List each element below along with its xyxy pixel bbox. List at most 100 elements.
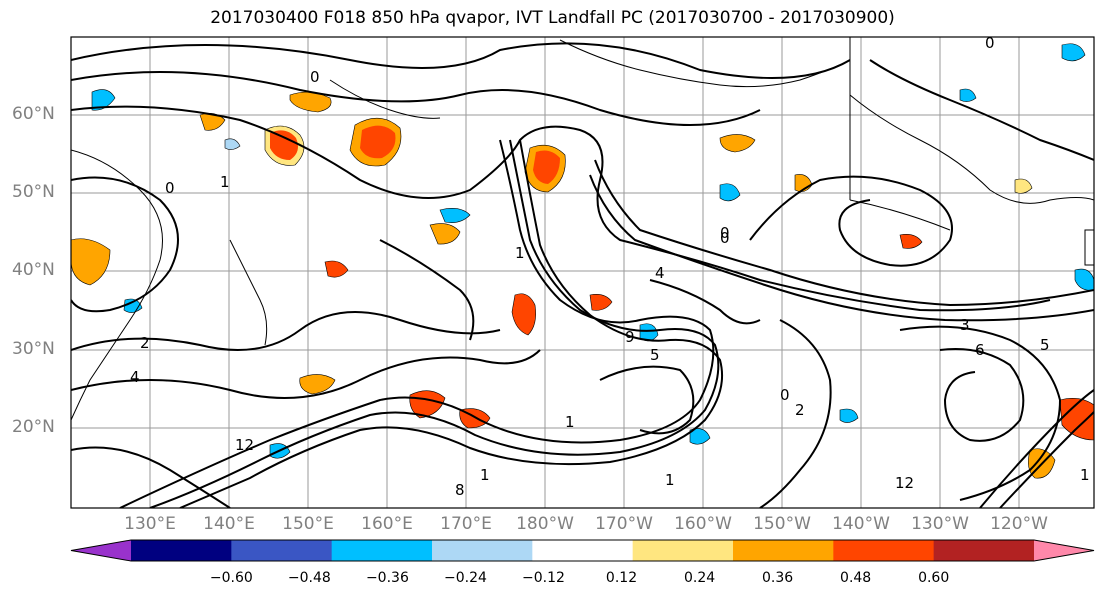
coast-box <box>1084 229 1094 266</box>
contour-label: 12 <box>895 474 914 492</box>
longitude-label: 140°E <box>203 514 255 534</box>
longitude-label: 170°E <box>440 514 492 534</box>
contour-line <box>71 446 231 508</box>
longitude-label: 150°W <box>753 514 811 534</box>
contour-line <box>71 42 851 79</box>
contour-line <box>71 349 541 399</box>
longitude-label: 130°W <box>911 514 969 534</box>
contour-line <box>979 389 1094 508</box>
negative-anomaly-region <box>91 43 1094 459</box>
colorbar-tick-label: 0.36 <box>761 570 794 586</box>
colorbar-outline <box>70 539 1095 562</box>
longitude-label: 130°E <box>124 514 176 534</box>
contour-line <box>71 176 179 313</box>
colorbar-tick-label: 0.24 <box>683 570 716 586</box>
contour-label: 8 <box>455 481 465 499</box>
colorbar <box>70 539 1095 562</box>
north-america-coastline <box>849 94 1094 204</box>
colorbar-segment <box>331 540 433 561</box>
colorbar-segment <box>632 540 734 561</box>
map-title: 2017030400 F018 850 hPa qvapor, IVT Land… <box>210 8 895 28</box>
contour-label: 1 <box>565 413 575 431</box>
longitude-label: 170°W <box>595 514 653 534</box>
colorbar-segment <box>833 540 935 561</box>
longitude-label: 120°W <box>990 514 1048 534</box>
contour-label: 6 <box>975 341 985 359</box>
contour-line <box>599 365 695 435</box>
colorbar-tick-label: −0.24 <box>443 570 487 586</box>
contour-line <box>999 411 1094 508</box>
contour-line <box>759 319 832 508</box>
colorbar-tick-label: −0.60 <box>209 570 253 586</box>
longitude-label: 180°W <box>516 514 574 534</box>
kamchatka-coastline <box>329 79 441 119</box>
ivt-contours <box>71 42 1094 508</box>
contour-label: 4 <box>655 264 665 282</box>
contour-line <box>649 279 761 325</box>
contour-label: 5 <box>1040 336 1050 354</box>
contour-line <box>179 139 724 508</box>
contour-line <box>869 59 1094 161</box>
contour-label: 0 <box>165 179 175 197</box>
contour-label: 1 <box>220 173 230 191</box>
colorbar-segment <box>733 540 834 561</box>
colorbar-tick-label: −0.48 <box>287 570 331 586</box>
latitude-label: 20°N <box>12 417 55 437</box>
contour-label: 0 <box>720 229 730 247</box>
latitude-label: 40°N <box>12 260 55 280</box>
contour-label: 5 <box>650 346 660 364</box>
map-frame <box>70 36 1095 509</box>
contour-label: 4 <box>130 368 140 386</box>
longitude-label: 150°E <box>282 514 334 534</box>
contour-line <box>149 139 720 508</box>
colorbar-extend-max <box>1034 540 1094 561</box>
contour-label: 0 <box>780 386 790 404</box>
contour-label: 1 <box>515 244 525 262</box>
colorbar-segment <box>432 540 533 561</box>
contour-label: 2 <box>795 401 805 419</box>
contour-line <box>71 105 1051 312</box>
contour-line <box>379 239 475 341</box>
contour-line <box>119 139 715 508</box>
colorbar-tick-label: −0.36 <box>365 570 409 586</box>
colorbar-segment <box>231 540 333 561</box>
contour-line <box>71 71 761 126</box>
contour-label: 1 <box>480 466 490 484</box>
graticule <box>71 37 1094 508</box>
colorbar-extend-min <box>71 540 131 561</box>
colorbar-segment <box>131 540 232 561</box>
longitude-label: 160°W <box>674 514 732 534</box>
contour-label: 0 <box>310 68 320 86</box>
longitude-label: 160°E <box>361 514 413 534</box>
japan-coastline <box>229 239 268 346</box>
contour-line <box>71 311 501 351</box>
contour-label: 1 <box>665 471 675 489</box>
colorbar-tick-label: 0.48 <box>840 570 872 586</box>
contour-line <box>939 348 1025 442</box>
contour-label: 9 <box>625 328 635 346</box>
contour-label: 1 <box>1080 466 1090 484</box>
latitude-label: 60°N <box>12 104 55 124</box>
contour-label: 0 <box>985 34 995 52</box>
contour-label: 0 <box>720 224 730 242</box>
colorbar-tick-label: −0.12 <box>522 570 565 586</box>
contour-label: 2 <box>140 334 150 352</box>
latitude-label: 30°N <box>12 339 55 359</box>
latitude-label: 50°N <box>12 182 55 202</box>
asia-coastline <box>71 149 163 421</box>
longitude-label: 140°W <box>832 514 890 534</box>
contour-label: 12 <box>235 436 254 454</box>
colorbar-tick-label: 0.12 <box>605 570 638 586</box>
contour-line <box>899 325 1062 501</box>
colorbar-tick-label: 0.60 <box>918 570 950 586</box>
canada-border <box>849 37 951 231</box>
contour-line <box>594 159 1094 307</box>
alaska-coastline <box>559 39 851 88</box>
colorbar-segment <box>532 540 634 561</box>
colorbar-segment <box>933 540 1035 561</box>
contour-label: 3 <box>960 316 970 334</box>
coastlines <box>71 37 1094 421</box>
